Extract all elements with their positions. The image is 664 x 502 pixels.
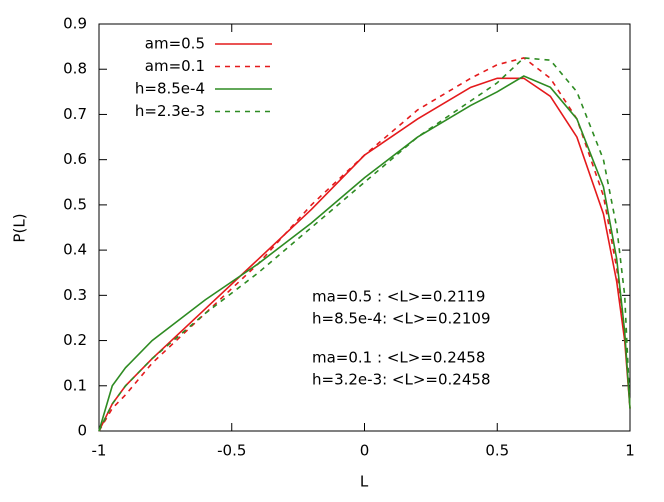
y-tick-label: 0.8 [63,60,87,78]
series-line [98,75,631,432]
x-tick-label: 0 [360,442,370,460]
annotation: h=3.2e-3: <L>=0.2458 [312,371,490,389]
annotation: ma=0.1 : <L>=0.2458 [312,349,485,367]
x-tick-label: 0.5 [485,442,509,460]
x-tick-label: -0.5 [217,442,246,460]
y-tick-label: 0.5 [63,195,87,213]
legend-label: h=2.3e-3 [135,102,205,120]
annotation: ma=0.5 : <L>=0.2119 [312,288,485,306]
legend-label: h=8.5e-4 [135,80,205,98]
y-tick-label: 0.1 [63,376,87,394]
y-axis-label: P(L) [11,213,29,242]
y-tick-label: 0.9 [63,15,87,33]
y-tick-label: 0 [77,422,87,440]
x-tick-label: -1 [92,442,107,460]
y-tick-label: 0.6 [63,150,87,168]
y-tick-label: 0.2 [63,331,87,349]
legend-label: am=0.1 [145,57,205,75]
legend-label: am=0.5 [145,35,205,53]
x-tick-label: 1 [625,442,635,460]
series-line [98,57,631,432]
y-tick-label: 0.7 [63,105,87,123]
y-tick-label: 0.4 [63,241,87,259]
x-axis-label: L [360,473,369,491]
series-line [98,57,631,432]
y-tick-label: 0.3 [63,286,87,304]
annotation: h=8.5e-4: <L>=0.2109 [312,310,490,328]
